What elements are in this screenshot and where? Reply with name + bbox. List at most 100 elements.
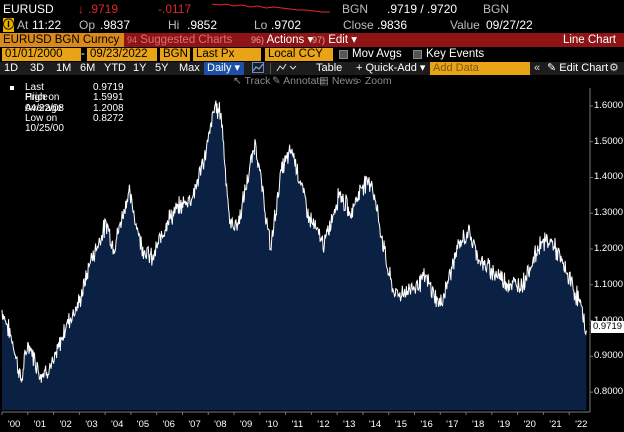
at-time: 11:22 (32, 18, 62, 32)
legend-label: Low on 10/25/00 (25, 112, 64, 135)
price-area (2, 100, 587, 410)
cursor-icon: ↖ (233, 75, 245, 87)
settings-icon[interactable]: ⚙ (609, 62, 619, 74)
y-tick-label: 1.1000 (594, 278, 624, 290)
y-tick-label: 1.6000 (594, 99, 624, 111)
actions-num: 96) (251, 35, 265, 45)
chart-subtoolbar: ↖ Track ✎ Annotate ▤ News ⌕ Zoom (0, 75, 624, 88)
x-tick-label: '09 (239, 419, 253, 430)
edit-chart-button[interactable]: ✎ Edit Chart (547, 62, 609, 74)
start-date-field[interactable]: 01/01/2000 (2, 48, 81, 61)
legend-value: 0.8272 (93, 112, 124, 124)
period-5y[interactable]: 5Y (155, 62, 169, 74)
high-label: Hi (168, 18, 180, 32)
mov-avgs-checkbox[interactable] (339, 50, 348, 59)
x-tick-label: '11 (291, 419, 304, 430)
legend-value: 0.9719 (93, 82, 124, 93)
x-tick-label: '07 (188, 419, 201, 430)
command-bar: EURUSD BGN Curncy 94 Suggested Charts 96… (0, 33, 624, 47)
security-field[interactable]: EURUSD BGN Curncy (0, 33, 124, 47)
at-label: At (17, 18, 29, 32)
x-tick-label: '05 (136, 419, 150, 430)
ticker-bar: EURUSD ↓ .9719 -.0117 BGN .9719 / .9720 … (0, 0, 624, 17)
x-tick-label: '21 (549, 419, 562, 430)
zoom-label: Zoom (364, 75, 392, 87)
suggested-num: 94 (127, 35, 138, 45)
annotate-label: Annotate (283, 75, 326, 87)
legend-label: Average (25, 102, 63, 114)
x-tick-label: '19 (497, 419, 511, 430)
value-date: 09/27/22 (486, 18, 533, 32)
intraday-sparkline (212, 3, 330, 13)
zoom-button[interactable]: ⌕ Zoom (356, 75, 392, 88)
period-6m[interactable]: 6M (80, 62, 96, 74)
currency-field[interactable]: Local CCY (265, 48, 333, 61)
x-tick-label: '03 (85, 419, 98, 430)
price-line (1, 100, 587, 384)
actions-menu[interactable]: 96) Actions ▾ (251, 33, 313, 47)
x-tick-label: '18 (471, 419, 485, 430)
low-value: .9702 (271, 18, 302, 32)
chart-type-icon[interactable] (276, 62, 298, 77)
edit-num: 97) (312, 35, 326, 45)
quick-add-button[interactable]: + Quick-Add ▾ (356, 62, 426, 74)
legend-label: High on 04/22/08 (25, 92, 64, 114)
x-tick-label: '02 (59, 419, 72, 430)
collapse-icon[interactable]: « (534, 62, 541, 74)
chart-toolbar: 1D 3D 1M 6M YTD 1Y 5Y Max Daily ▾ Table … (0, 62, 624, 75)
value-date-label: Value (450, 18, 480, 32)
news-label: News (331, 75, 359, 87)
zoom-icon: ⌕ (356, 75, 365, 87)
legend-swatch (10, 86, 14, 90)
track-label: Track (244, 75, 271, 87)
pricing-source-2: BGN (483, 1, 510, 16)
news-button[interactable]: ▤ News (319, 75, 358, 88)
x-tick-label: '10 (265, 419, 279, 430)
actions-label: Actions ▾ (266, 34, 314, 46)
edit-label: Edit ▾ (328, 34, 358, 46)
open-value: .9837 (100, 18, 131, 32)
ticker-symbol[interactable]: EURUSD (3, 1, 54, 16)
x-tick-label: '01 (33, 419, 47, 430)
low-label: Lo (254, 18, 268, 32)
period-ytd[interactable]: YTD (104, 62, 126, 74)
close-label: Close (343, 18, 374, 32)
frequency-dropdown[interactable]: Daily ▾ (204, 62, 244, 75)
track-button[interactable]: ↖ Track (233, 75, 270, 88)
edit-menu[interactable]: 97) Edit ▾ (312, 33, 357, 47)
high-value: .9852 (187, 18, 218, 32)
last-price: .9719 (88, 1, 119, 16)
bid-ask: .9719 / .9720 (387, 1, 458, 16)
mov-avgs-label: Mov Avgs (352, 48, 402, 60)
price-field[interactable]: Last Px (193, 48, 261, 61)
pricing-source: BGN (342, 1, 369, 16)
net-change: -.0117 (158, 1, 192, 16)
parameter-bar: 01/01/2000 - 09/23/2022 BGN Last Px Loca… (0, 48, 624, 61)
legend-label: Last Price (25, 82, 48, 104)
key-events-checkbox[interactable] (413, 50, 422, 59)
x-tick-label: '22 (575, 419, 588, 430)
period-1y[interactable]: 1Y (133, 62, 147, 74)
line-chart-icon[interactable] (252, 62, 264, 77)
annotate-button[interactable]: ✎ Annotate (272, 75, 325, 88)
x-tick-label: '08 (214, 419, 227, 430)
add-data-input[interactable]: Add Data (430, 62, 530, 75)
quote-bar: Ⓘ At 11:22 Op .9837 Hi .9852 Lo .9702 Cl… (0, 17, 624, 33)
period-1m[interactable]: 1M (56, 62, 72, 74)
x-tick-label: '14 (368, 419, 382, 430)
period-1d[interactable]: 1D (4, 62, 19, 74)
legend-value: 1.5991 (93, 92, 124, 104)
source-field[interactable]: BGN (160, 48, 190, 61)
x-tick-label: '04 (111, 419, 124, 430)
y-tick-label: 0.8000 (594, 386, 624, 398)
period-3d[interactable]: 3D (30, 62, 45, 74)
table-button[interactable]: Table (316, 62, 343, 74)
suggested-charts-button[interactable]: 94 Suggested Charts (127, 33, 232, 47)
y-tick-label: 1.5000 (594, 135, 624, 147)
info-flag-icon[interactable]: Ⓘ (3, 18, 14, 32)
end-date-field[interactable]: 09/23/2022 (87, 48, 157, 61)
open-label: Op (79, 18, 96, 32)
period-max[interactable]: Max (179, 62, 200, 74)
x-tick-label: '20 (523, 419, 536, 430)
